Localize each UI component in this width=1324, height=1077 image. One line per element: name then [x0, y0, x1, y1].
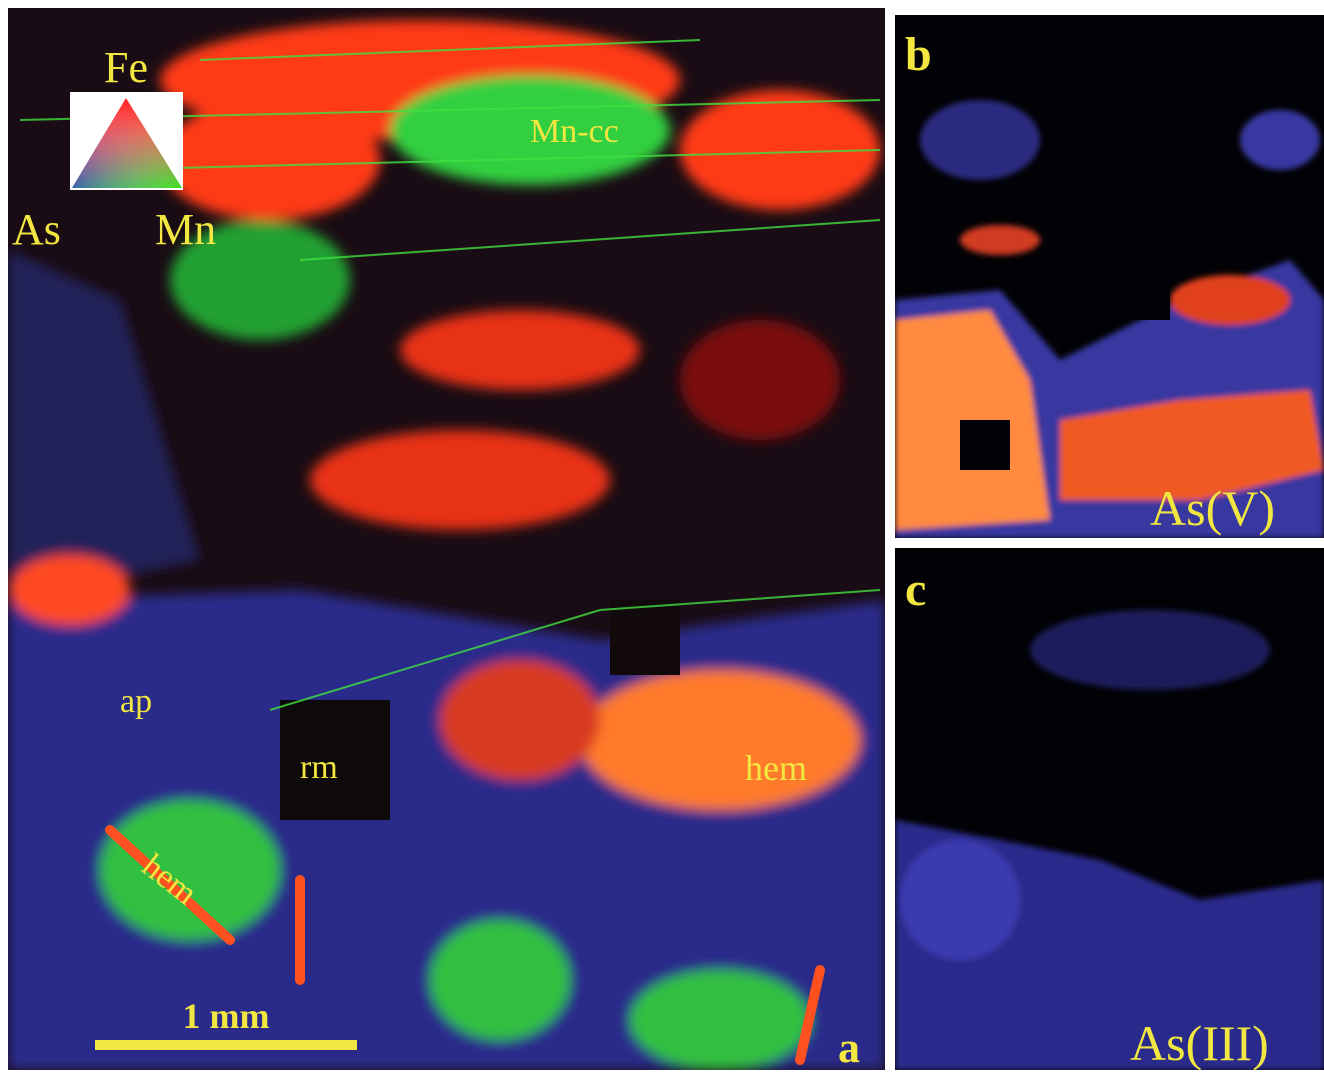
legend-right: Mn: [155, 205, 216, 254]
scale-bar-label: 1 mm: [183, 996, 270, 1036]
panel-label: b: [905, 28, 932, 81]
annotation: rm: [300, 749, 338, 786]
panel-caption: As(V): [1150, 480, 1275, 536]
panel-caption: As(III): [1130, 1015, 1269, 1071]
panel-c: c As(III): [895, 548, 1324, 1071]
panel-b: b As(V): [895, 15, 1324, 538]
annotation: hem: [745, 748, 807, 788]
color-triangle: [70, 92, 183, 190]
legend-left: As: [12, 205, 61, 254]
scale-bar: [95, 1040, 357, 1050]
legend-top: Fe: [104, 43, 148, 92]
annotation: ap: [120, 683, 152, 720]
panel-a: Fe As Mn Mn-cc ap rm hem hem 1 mm a: [8, 8, 885, 1072]
panel-label: a: [838, 1023, 860, 1072]
panel-label: c: [905, 563, 926, 616]
annotation: Mn-cc: [530, 113, 619, 150]
